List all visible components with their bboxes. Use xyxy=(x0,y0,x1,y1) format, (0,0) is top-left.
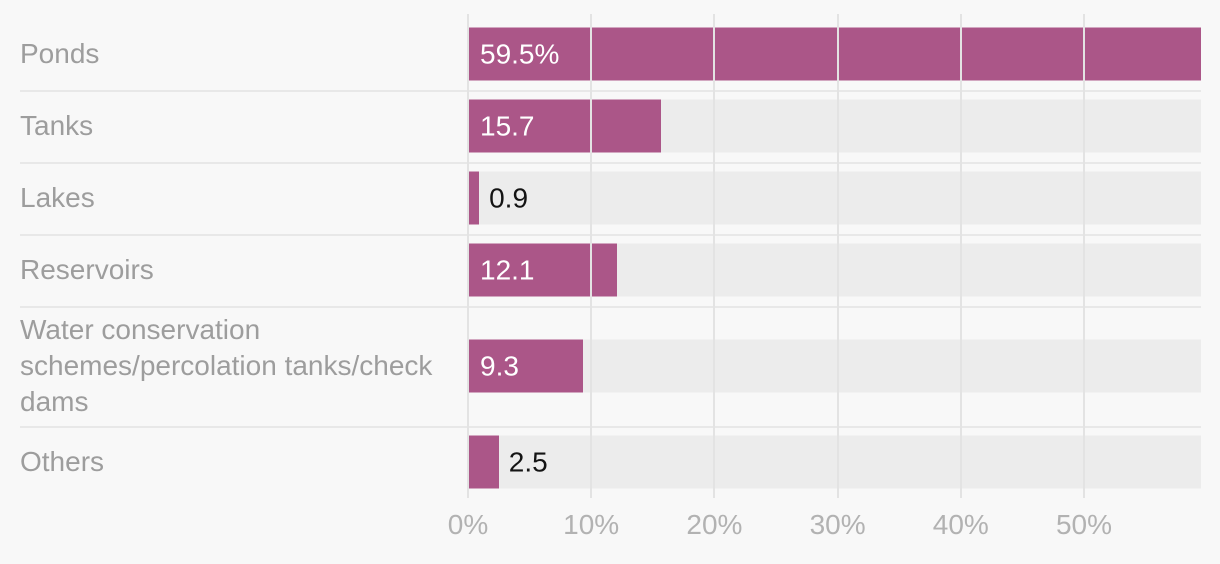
value-label: 59.5% xyxy=(480,38,560,69)
bar-track: 12.1 xyxy=(468,243,1201,297)
bar xyxy=(468,99,662,153)
chart-row: Water conservation schemes/percolation t… xyxy=(0,306,1220,426)
bar-track: 9.3 xyxy=(468,339,1201,393)
category-label: Others xyxy=(20,446,105,477)
value-label: 12.1 xyxy=(480,254,535,285)
category-label: Ponds xyxy=(20,38,100,69)
axis-tick-label: 20% xyxy=(686,509,743,540)
category-label: Water conservation schemes/percolation t… xyxy=(20,314,433,417)
axis-tick-label: 50% xyxy=(1055,509,1113,540)
bar xyxy=(468,339,583,393)
bar xyxy=(468,435,499,489)
category-label: Reservoirs xyxy=(20,254,154,285)
chart-row: Lakes 0.9 xyxy=(0,162,1220,234)
axis-tick-label: 30% xyxy=(809,509,866,540)
chart-row: Ponds 59.5% xyxy=(0,18,1220,90)
chart-row: Others 2.5 xyxy=(0,426,1220,498)
bar-track: 2.5 xyxy=(468,435,1201,489)
x-axis: 0% 10% 20% 30% 40% 50% xyxy=(0,498,1220,564)
bar-track: 0.9 xyxy=(468,171,1201,225)
bar xyxy=(468,27,1201,81)
axis-tick-label: 40% xyxy=(932,509,989,540)
value-label: 9.3 xyxy=(480,350,519,381)
chart-row: Reservoirs 12.1 xyxy=(0,234,1220,306)
chart-rows: Ponds 59.5% Tanks 15.7 Lakes 0.9 Reservoirs 12.… xyxy=(0,18,1220,498)
axis-tick-label: 10% xyxy=(563,509,620,540)
bar xyxy=(468,243,618,297)
value-label: 15.7 xyxy=(480,110,535,141)
category-label: Lakes xyxy=(20,182,95,213)
value-label: 2.5 xyxy=(508,446,548,477)
category-label: Tanks xyxy=(20,110,94,141)
bar xyxy=(468,171,480,225)
axis-tick-label: 0% xyxy=(447,509,489,540)
chart-row: Tanks 15.7 xyxy=(0,90,1220,162)
bar-track: 59.5% xyxy=(468,27,1201,81)
bar-track: 15.7 xyxy=(468,99,1201,153)
value-label: 0.9 xyxy=(489,182,529,213)
